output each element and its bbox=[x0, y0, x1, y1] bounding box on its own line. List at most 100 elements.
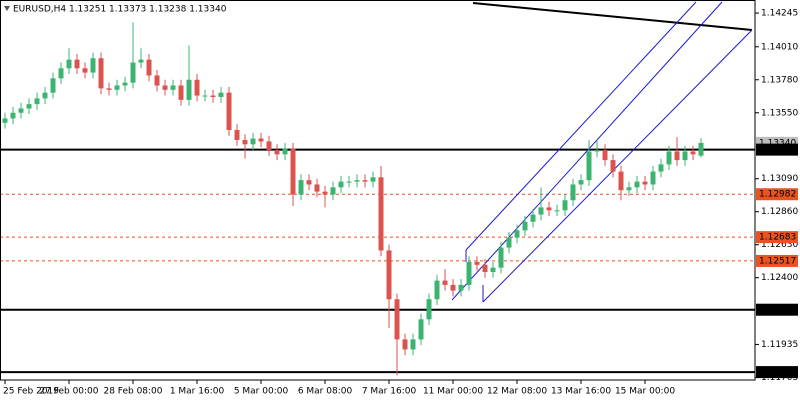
channel-line bbox=[465, 1, 697, 251]
y-tick-label: 1.12860 bbox=[761, 207, 798, 217]
candle-body bbox=[42, 92, 48, 99]
candle-body bbox=[194, 79, 200, 96]
candle-body bbox=[82, 68, 88, 73]
candle-body bbox=[154, 75, 160, 86]
candle-body bbox=[554, 210, 560, 212]
candle-body bbox=[18, 108, 24, 113]
candle-body bbox=[666, 151, 672, 165]
candle-body bbox=[306, 180, 312, 185]
price-level-label: 1.11742 bbox=[759, 368, 796, 378]
candle-body bbox=[26, 104, 32, 109]
candle-body bbox=[290, 148, 296, 195]
candle-body bbox=[282, 148, 288, 155]
x-tick-label: 6 Mar 08:00 bbox=[298, 387, 353, 397]
y-tick-label: 1.11935 bbox=[761, 340, 798, 350]
candle-body bbox=[370, 177, 376, 182]
candle-body bbox=[338, 181, 344, 188]
candle-body bbox=[362, 180, 368, 182]
price-level-box bbox=[756, 254, 798, 267]
candle-body bbox=[322, 191, 328, 195]
candle-body bbox=[378, 177, 384, 251]
candle-body bbox=[650, 171, 656, 185]
candle-body bbox=[610, 160, 616, 172]
candle-body bbox=[2, 118, 8, 123]
candle-body bbox=[58, 68, 64, 79]
x-tick-label: 12 Mar 08:00 bbox=[487, 387, 547, 397]
candle-body bbox=[386, 250, 392, 300]
price-level-box bbox=[756, 231, 798, 244]
y-tick-label: 1.14245 bbox=[761, 9, 798, 19]
trend-line bbox=[472, 2, 753, 31]
price-level-label: 1.12683 bbox=[759, 233, 796, 243]
x-tick-label: 1 Mar 16:00 bbox=[170, 387, 225, 397]
candle-body bbox=[418, 319, 424, 340]
candle-body bbox=[642, 181, 648, 185]
x-tick-label: 28 Feb 08:00 bbox=[103, 387, 162, 397]
candle-body bbox=[474, 261, 480, 265]
candle-body bbox=[250, 138, 256, 145]
candle-body bbox=[690, 151, 696, 155]
candle-body bbox=[394, 299, 400, 340]
candle-body bbox=[562, 200, 568, 211]
candle-body bbox=[514, 230, 520, 238]
candle-body bbox=[106, 88, 112, 90]
candle-body bbox=[178, 85, 184, 100]
candle-body bbox=[546, 207, 552, 211]
candle-body bbox=[74, 59, 80, 69]
price-level-box bbox=[756, 303, 798, 316]
candle-body bbox=[578, 180, 584, 185]
candle-body bbox=[218, 92, 224, 97]
candle-body bbox=[450, 284, 456, 291]
price-level-box bbox=[756, 188, 798, 201]
candle-body bbox=[34, 98, 40, 105]
x-tick-label: 5 Mar 00:00 bbox=[234, 387, 289, 397]
y-tick-label: 1.12630 bbox=[761, 240, 798, 250]
price-level-label: 1.12177 bbox=[759, 305, 796, 315]
candle-body bbox=[226, 92, 232, 130]
candle-body bbox=[410, 339, 416, 350]
x-tick-label: 27 Feb 00:00 bbox=[39, 387, 98, 397]
candle-body bbox=[330, 187, 336, 195]
candle-body bbox=[114, 85, 120, 90]
candle-body bbox=[530, 214, 536, 222]
channel-line bbox=[451, 1, 723, 301]
candle-body bbox=[346, 181, 352, 183]
candle-body bbox=[10, 112, 16, 119]
candle-body bbox=[122, 82, 128, 86]
x-tick-label: 25 Feb 2019 bbox=[3, 387, 59, 397]
candle-body bbox=[266, 141, 272, 151]
candle-body bbox=[618, 171, 624, 191]
price-level-box bbox=[756, 366, 798, 379]
y-tick-label: 1.14010 bbox=[761, 42, 798, 52]
candle-body bbox=[66, 59, 72, 69]
candle-body bbox=[274, 150, 280, 155]
candle-body bbox=[402, 339, 408, 350]
candle-body bbox=[234, 129, 240, 141]
candle-body bbox=[162, 85, 168, 90]
y-tick-label: 1.13550 bbox=[761, 108, 798, 118]
price-level-box bbox=[756, 143, 798, 156]
candle-body bbox=[626, 187, 632, 191]
y-tick-label: 1.13780 bbox=[761, 75, 798, 85]
candle-body bbox=[482, 264, 488, 272]
candle-body bbox=[634, 181, 640, 188]
x-tick-label: 11 Mar 00:00 bbox=[423, 387, 483, 397]
drawn-objects bbox=[451, 1, 753, 303]
candle-body bbox=[146, 59, 152, 76]
candle-body bbox=[242, 140, 248, 145]
candle-body bbox=[98, 58, 104, 89]
y-tick-label: 1.12400 bbox=[761, 273, 798, 283]
candle-body bbox=[170, 85, 176, 90]
candle-body bbox=[490, 267, 496, 272]
candle-body bbox=[522, 221, 528, 231]
candle-body bbox=[570, 184, 576, 201]
candle-body bbox=[202, 95, 208, 97]
candle-layer bbox=[2, 22, 704, 376]
candle-body bbox=[130, 62, 136, 83]
candle-body bbox=[682, 151, 688, 161]
candle-body bbox=[90, 58, 96, 73]
candle-body bbox=[210, 95, 216, 97]
price-level-label: 1.12982 bbox=[759, 190, 796, 200]
